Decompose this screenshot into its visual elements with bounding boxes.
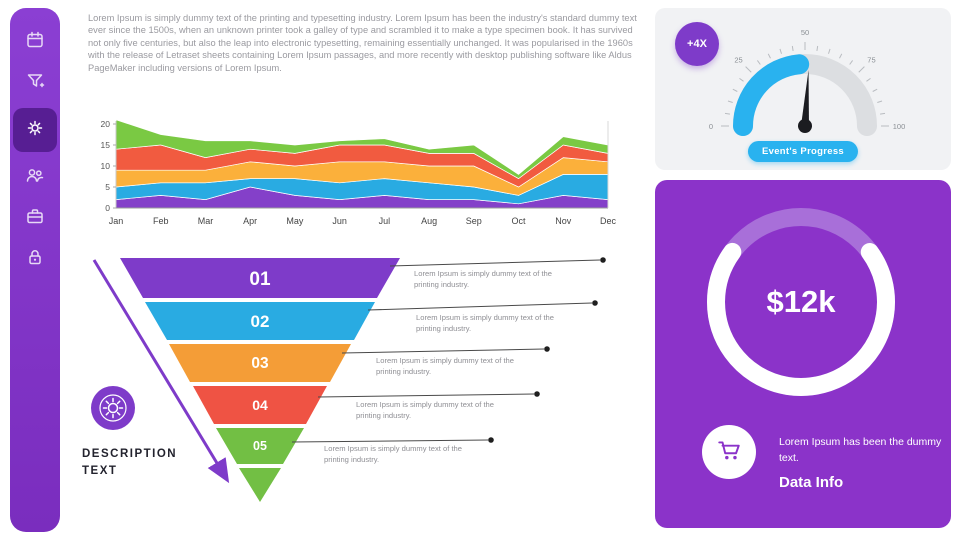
funnel-step-2-number: 02	[251, 312, 270, 331]
gear-badge-icon	[102, 397, 124, 419]
cart-icon	[716, 437, 742, 468]
svg-text:100: 100	[893, 122, 906, 131]
leader-dot-4	[534, 391, 540, 397]
svg-text:0: 0	[105, 203, 110, 213]
leader-line-2	[367, 302, 593, 311]
svg-text:20: 20	[101, 119, 111, 129]
svg-text:10: 10	[101, 161, 111, 171]
svg-text:25: 25	[734, 56, 742, 65]
data-info-card: $12k Lorem Ipsum has been the dummy text…	[655, 180, 951, 528]
funnel-step-2-note: Lorem Ipsum is simply dummy text of the …	[416, 313, 554, 334]
funnel-step-3	[169, 344, 351, 382]
leader-line-1	[389, 259, 601, 267]
funnel-step-3-number: 03	[251, 355, 269, 372]
intro-paragraph: Lorem Ipsum is simply dummy text of the …	[88, 13, 637, 73]
users-icon	[25, 165, 45, 190]
trend-arrow	[92, 259, 230, 484]
funnel-step-5-note: Lorem Ipsum is simply dummy text of the …	[324, 444, 462, 465]
gauge-card: 0 25 50 75 100 +4X Event's Progress	[655, 8, 951, 170]
stacked-area-chart: 0 5 10 15 20 Jan Feb Mar Apr May Jun Jul Aug Sep Oct No…	[101, 119, 617, 226]
leader-dot-2	[592, 300, 598, 306]
sidebar-item-lock[interactable]	[19, 243, 51, 275]
funnel-step-4	[193, 386, 327, 424]
svg-text:Aug: Aug	[421, 216, 437, 226]
funnel-step-2	[145, 302, 375, 340]
sidebar	[10, 8, 60, 532]
svg-text:Apr: Apr	[243, 216, 257, 226]
svg-text:15: 15	[101, 140, 111, 150]
funnel-step-5	[216, 428, 304, 464]
svg-text:May: May	[286, 216, 304, 226]
funnel-shapes: 01 02 03 04 05	[91, 257, 606, 502]
svg-text:Nov: Nov	[555, 216, 572, 226]
svg-text:Sep: Sep	[466, 216, 482, 226]
svg-text:Jul: Jul	[379, 216, 391, 226]
funnel-step-1-number: 01	[249, 269, 271, 290]
svg-text:Dec: Dec	[600, 216, 617, 226]
events-progress-button[interactable]: Event's Progress	[747, 141, 859, 162]
svg-text:Oct: Oct	[512, 216, 527, 226]
gear-icon	[25, 118, 45, 143]
gear-badge	[91, 386, 135, 430]
sidebar-item-filter[interactable]	[19, 67, 51, 99]
svg-text:Jun: Jun	[332, 216, 347, 226]
data-info-text: Lorem Ipsum has been the dummy text.	[779, 436, 942, 464]
sidebar-item-settings[interactable]	[13, 108, 57, 152]
svg-text:Feb: Feb	[153, 216, 169, 226]
sidebar-item-calendar[interactable]	[19, 26, 51, 58]
calendar-icon	[25, 30, 45, 55]
funnel-step-5-number: 05	[253, 439, 267, 453]
funnel-diagram: 01 02 03 04 05 Lorem Ipsum is simply dum…	[80, 250, 646, 538]
donut-value: $12k	[766, 284, 836, 319]
data-info-title: Data Info	[779, 474, 844, 491]
filter-icon	[25, 71, 45, 96]
leader-dot-3	[544, 346, 550, 352]
leader-dot-1	[600, 257, 606, 263]
svg-text:5: 5	[105, 182, 110, 192]
funnel-step-4-note: Lorem Ipsum is simply dummy text of the …	[356, 400, 494, 421]
sidebar-item-users[interactable]	[19, 161, 51, 193]
svg-text:75: 75	[867, 56, 875, 65]
lock-icon	[25, 247, 45, 272]
leader-dot-5	[488, 437, 494, 443]
funnel-step-1-note: Lorem Ipsum is simply dummy text of the …	[414, 269, 552, 290]
svg-text:50: 50	[801, 28, 809, 37]
donut-chart	[707, 208, 895, 396]
leader-line-4	[317, 393, 535, 398]
leader-line-5	[291, 439, 489, 443]
svg-text:Jan: Jan	[109, 216, 124, 226]
gauge-chart: 0 25 50 75 100	[709, 28, 906, 136]
funnel-step-3-note: Lorem Ipsum is simply dummy text of the …	[376, 356, 514, 377]
description-label: DESCRIPTION TEXT	[82, 448, 178, 478]
svg-text:Mar: Mar	[198, 216, 214, 226]
funnel-tip	[239, 468, 281, 502]
cart-badge	[702, 425, 756, 479]
multiplier-badge: +4X	[675, 22, 719, 66]
funnel-step-1	[120, 258, 400, 298]
svg-text:0: 0	[709, 122, 713, 131]
leader-line-3	[341, 348, 545, 354]
funnel-step-4-number: 04	[252, 397, 268, 413]
sidebar-item-briefcase[interactable]	[19, 202, 51, 234]
briefcase-icon	[25, 206, 45, 231]
